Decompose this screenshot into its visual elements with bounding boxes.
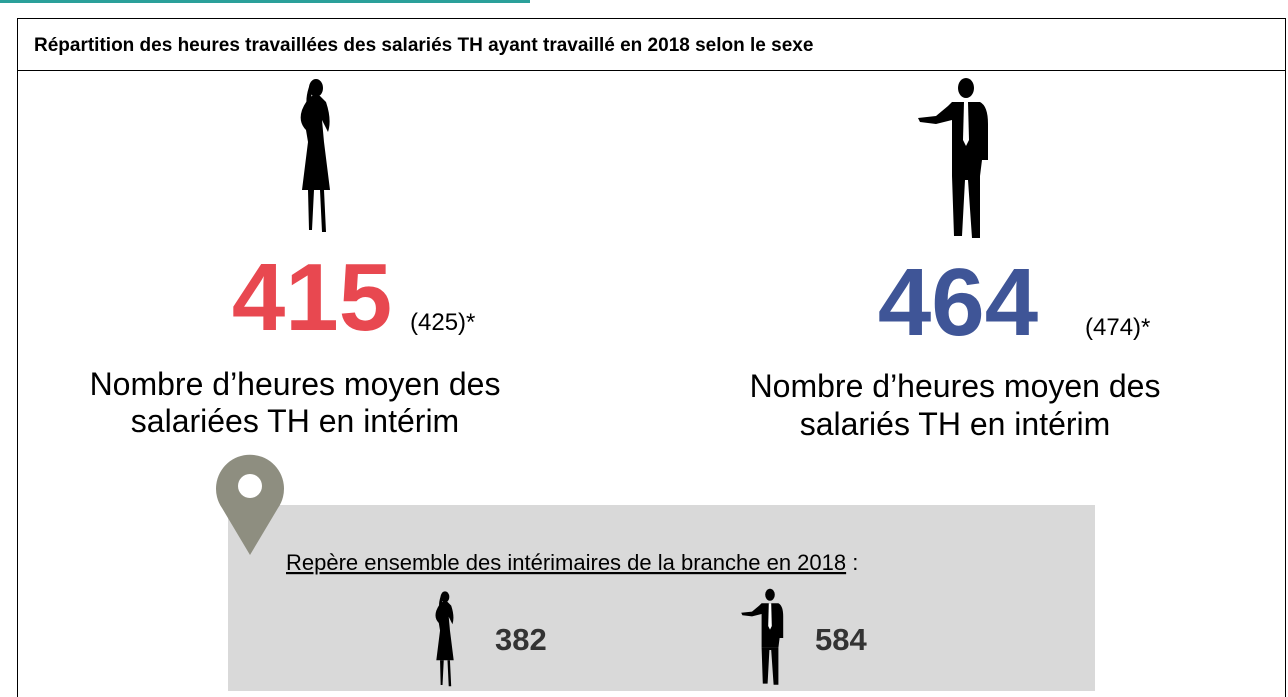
men-label: salariés TH en intérim [800, 406, 1111, 442]
accent-line [0, 0, 530, 3]
frame [17, 18, 1286, 697]
women-value: 415 [232, 244, 392, 351]
men-previous: (474)* [1085, 314, 1150, 341]
men-value: 464 [878, 249, 1038, 356]
benchmark-women: 382 [495, 622, 547, 657]
men-label: Nombre d’heures moyen des [750, 368, 1161, 404]
women-label: salariées TH en intérim [131, 403, 459, 439]
pin-hole [238, 474, 262, 498]
women-previous: (425)* [410, 309, 475, 336]
woman-icon [300, 79, 330, 232]
benchmark-title: Repère ensemble des intérimaires de la b… [286, 550, 846, 575]
women-label: Nombre d’heures moyen des [90, 366, 501, 402]
benchmark-separator: : [846, 550, 858, 575]
pin-icon [215, 454, 284, 555]
man-icon [918, 78, 988, 238]
benchmark-label: Repère ensemble des intérimaires de la b… [286, 550, 858, 575]
benchmark-men: 584 [815, 622, 867, 657]
title: Répartition des heures travaillées des s… [34, 35, 813, 56]
benchmark-box [228, 505, 1095, 691]
